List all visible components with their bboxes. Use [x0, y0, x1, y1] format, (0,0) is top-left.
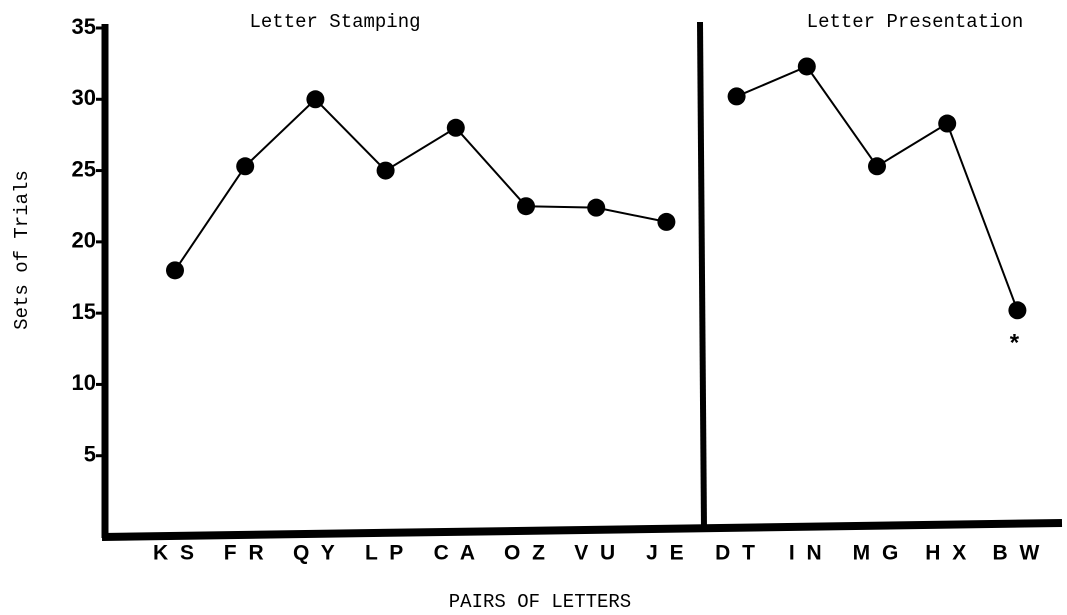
x-tick-label: O Z	[504, 542, 548, 565]
x-tick-label: H X	[925, 542, 969, 565]
data-point	[938, 114, 957, 133]
x-tick-label: M G	[853, 542, 902, 565]
y-tick-label: 5	[84, 442, 96, 467]
y-tick-label: 15	[72, 299, 96, 324]
y-tick-label: 25	[72, 156, 96, 181]
data-point	[797, 57, 816, 76]
x-tick-label: F R	[224, 542, 267, 565]
x-tick-label: B W	[992, 542, 1042, 565]
data-point	[1008, 301, 1027, 320]
x-tick-label: V U	[574, 542, 618, 565]
data-point	[868, 157, 886, 176]
x-tick-label: Q Y	[293, 542, 338, 565]
data-point	[306, 90, 325, 109]
y-tick-label: 10	[72, 370, 96, 395]
y-tick-label: 35	[72, 14, 96, 39]
data-point	[376, 161, 395, 180]
x-tick-label: J E	[646, 542, 687, 565]
data-point	[587, 198, 606, 217]
data-point	[657, 212, 676, 231]
data-point	[166, 261, 184, 280]
x-axis	[101, 519, 1063, 541]
x-tick-label: I N	[789, 542, 825, 565]
x-tick-label: C A	[434, 542, 478, 565]
x-tick-label: L P	[365, 542, 406, 565]
data-point	[446, 118, 465, 137]
annotation: *	[1010, 330, 1020, 357]
x-tick-label: K S	[153, 542, 197, 565]
x-axis-label: PAIRS OF LETTERS	[449, 591, 631, 613]
y-tick-label: 20	[72, 228, 96, 253]
panel-label: Letter Stamping	[249, 11, 420, 33]
divider	[697, 21, 707, 531]
y-tick-label: 30	[72, 85, 96, 110]
data-point	[236, 157, 255, 176]
x-tick-label: D T	[715, 542, 758, 565]
data-point	[517, 197, 535, 216]
data-point	[727, 87, 746, 106]
panel-label: Letter Presentation	[807, 11, 1024, 33]
y-axis-label: Sets of Trials	[11, 170, 33, 330]
series-line	[174, 97, 667, 271]
series-line	[736, 65, 1019, 311]
